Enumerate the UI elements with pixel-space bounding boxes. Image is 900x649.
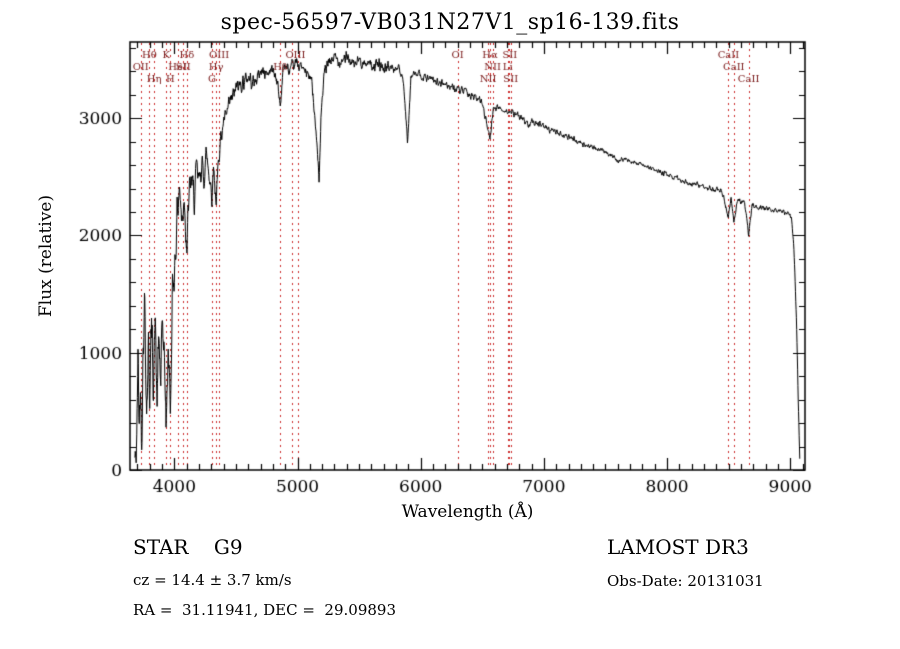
y-axis-label: Flux (relative) (36, 194, 56, 318)
object-class-label: STAR G9 (133, 535, 243, 559)
obs-date-label: Obs-Date: 20131031 (607, 572, 764, 590)
survey-label: LAMOST DR3 (607, 535, 749, 559)
ra-dec-label: RA = 31.11941, DEC = 29.09893 (133, 601, 397, 619)
x-axis-label: Wavelength (Å) (401, 502, 534, 522)
plot-title: spec-56597-VB031N27V1_sp16-139.fits (220, 10, 680, 35)
cz-value-label: cz = 14.4 ± 3.7 km/s (133, 571, 292, 589)
